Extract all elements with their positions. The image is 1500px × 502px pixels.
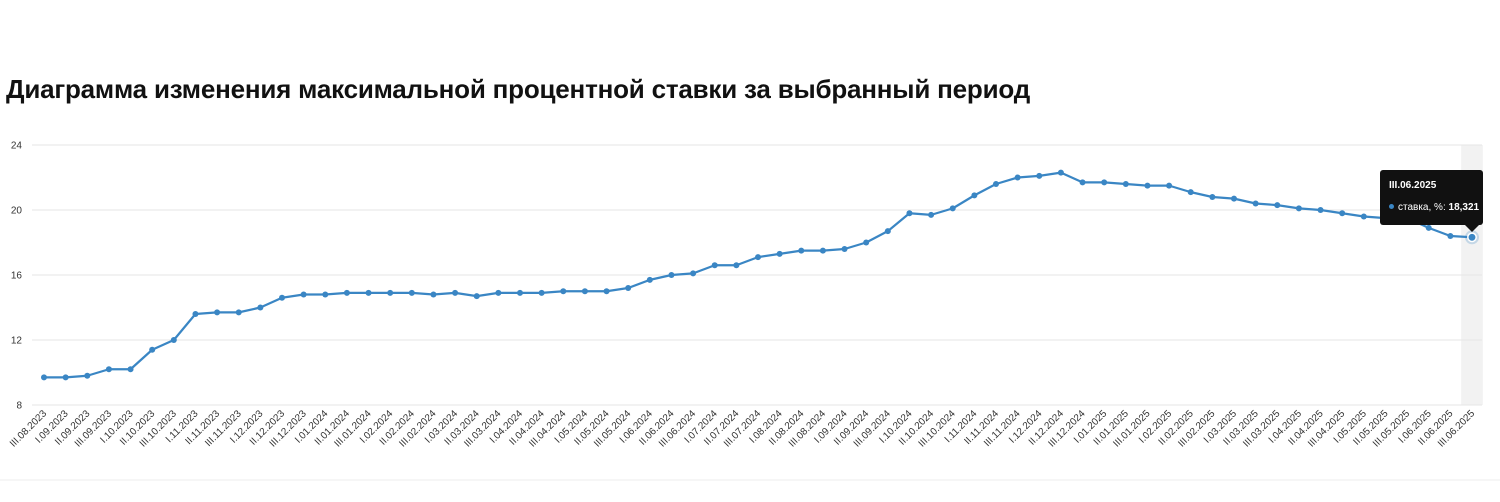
data-point[interactable] bbox=[581, 288, 588, 295]
data-point[interactable] bbox=[495, 289, 502, 296]
data-point[interactable] bbox=[603, 288, 610, 295]
data-point[interactable] bbox=[971, 192, 978, 199]
data-point[interactable] bbox=[1425, 224, 1432, 231]
data-point[interactable] bbox=[41, 374, 47, 381]
data-point[interactable] bbox=[733, 262, 740, 269]
data-point[interactable] bbox=[473, 293, 480, 300]
data-point[interactable] bbox=[776, 250, 783, 257]
data-point[interactable] bbox=[798, 247, 805, 254]
data-point[interactable] bbox=[387, 289, 394, 296]
data-point[interactable] bbox=[235, 309, 242, 316]
data-point[interactable] bbox=[214, 309, 221, 316]
data-point[interactable] bbox=[841, 246, 848, 252]
data-point[interactable] bbox=[711, 262, 718, 269]
data-point[interactable] bbox=[884, 228, 891, 235]
y-tick-label: 8 bbox=[16, 401, 22, 412]
data-point[interactable] bbox=[1036, 172, 1043, 179]
data-point[interactable] bbox=[517, 289, 523, 296]
data-point[interactable] bbox=[257, 304, 264, 311]
data-point[interactable] bbox=[668, 272, 675, 278]
data-point[interactable] bbox=[170, 337, 177, 343]
active-data-point[interactable] bbox=[1467, 232, 1477, 243]
data-point[interactable] bbox=[1144, 182, 1151, 189]
data-point[interactable] bbox=[105, 366, 112, 373]
data-point[interactable] bbox=[1231, 195, 1237, 202]
data-point[interactable] bbox=[1274, 202, 1281, 209]
data-point[interactable] bbox=[300, 291, 307, 298]
data-point[interactable] bbox=[1209, 194, 1216, 200]
chart-tooltip: III.06.2025 ставка, %: 18,321 bbox=[1380, 170, 1483, 233]
tooltip-date: III.06.2025 bbox=[1389, 180, 1437, 192]
data-point[interactable] bbox=[1101, 179, 1108, 186]
data-point[interactable] bbox=[928, 211, 935, 218]
data-point[interactable] bbox=[1295, 205, 1302, 212]
data-point[interactable] bbox=[993, 181, 999, 187]
data-point[interactable] bbox=[1057, 169, 1064, 176]
data-point[interactable] bbox=[149, 346, 156, 353]
data-point[interactable] bbox=[452, 289, 459, 296]
data-point[interactable] bbox=[646, 276, 653, 283]
gridlines bbox=[32, 144, 1482, 406]
y-tick-label: 12 bbox=[11, 336, 23, 347]
data-point[interactable] bbox=[192, 311, 199, 317]
data-point[interactable] bbox=[62, 374, 69, 381]
data-point[interactable] bbox=[1360, 213, 1367, 220]
data-point[interactable] bbox=[560, 288, 567, 295]
data-point[interactable] bbox=[949, 205, 956, 212]
data-point[interactable] bbox=[755, 254, 761, 261]
data-point[interactable] bbox=[906, 210, 913, 217]
data-point[interactable] bbox=[538, 289, 545, 296]
data-point[interactable] bbox=[322, 291, 329, 298]
data-point[interactable] bbox=[1122, 181, 1129, 187]
data-point[interactable] bbox=[343, 289, 350, 296]
tooltip-series-dot bbox=[1389, 204, 1394, 210]
data-point[interactable] bbox=[1187, 189, 1194, 196]
series-points[interactable] bbox=[41, 169, 1479, 381]
data-point[interactable] bbox=[625, 285, 632, 291]
data-point[interactable] bbox=[819, 247, 826, 254]
data-point[interactable] bbox=[690, 270, 697, 277]
data-point[interactable] bbox=[430, 291, 437, 298]
y-tick-label: 24 bbox=[11, 141, 23, 152]
data-point[interactable] bbox=[84, 372, 91, 379]
y-axis-ticks: 24 20 16 12 8 bbox=[11, 141, 23, 412]
data-point[interactable] bbox=[279, 294, 285, 301]
data-point[interactable] bbox=[365, 289, 372, 296]
data-point[interactable] bbox=[1014, 174, 1021, 181]
chart-title: Диаграмма изменения максимальной процент… bbox=[6, 74, 1030, 104]
tooltip-series-label: ставка, %: bbox=[1398, 202, 1446, 214]
data-point[interactable] bbox=[1339, 210, 1346, 217]
y-tick-label: 20 bbox=[11, 206, 23, 217]
y-tick-label: 16 bbox=[11, 271, 23, 282]
data-point[interactable] bbox=[1166, 182, 1173, 189]
data-point[interactable] bbox=[1079, 179, 1086, 186]
x-axis-ticks: III.08.2023I.09.2023II.09.2023III.09.202… bbox=[8, 408, 1478, 450]
data-point[interactable] bbox=[863, 239, 870, 246]
data-point[interactable] bbox=[1252, 200, 1259, 207]
data-point[interactable] bbox=[127, 366, 134, 373]
data-point[interactable] bbox=[1317, 207, 1324, 213]
data-point[interactable] bbox=[408, 289, 415, 296]
tooltip-value: 18,321 bbox=[1448, 202, 1480, 214]
tooltip-row: ставка, %: 18,321 bbox=[1389, 202, 1479, 214]
data-point[interactable] bbox=[1447, 233, 1454, 239]
